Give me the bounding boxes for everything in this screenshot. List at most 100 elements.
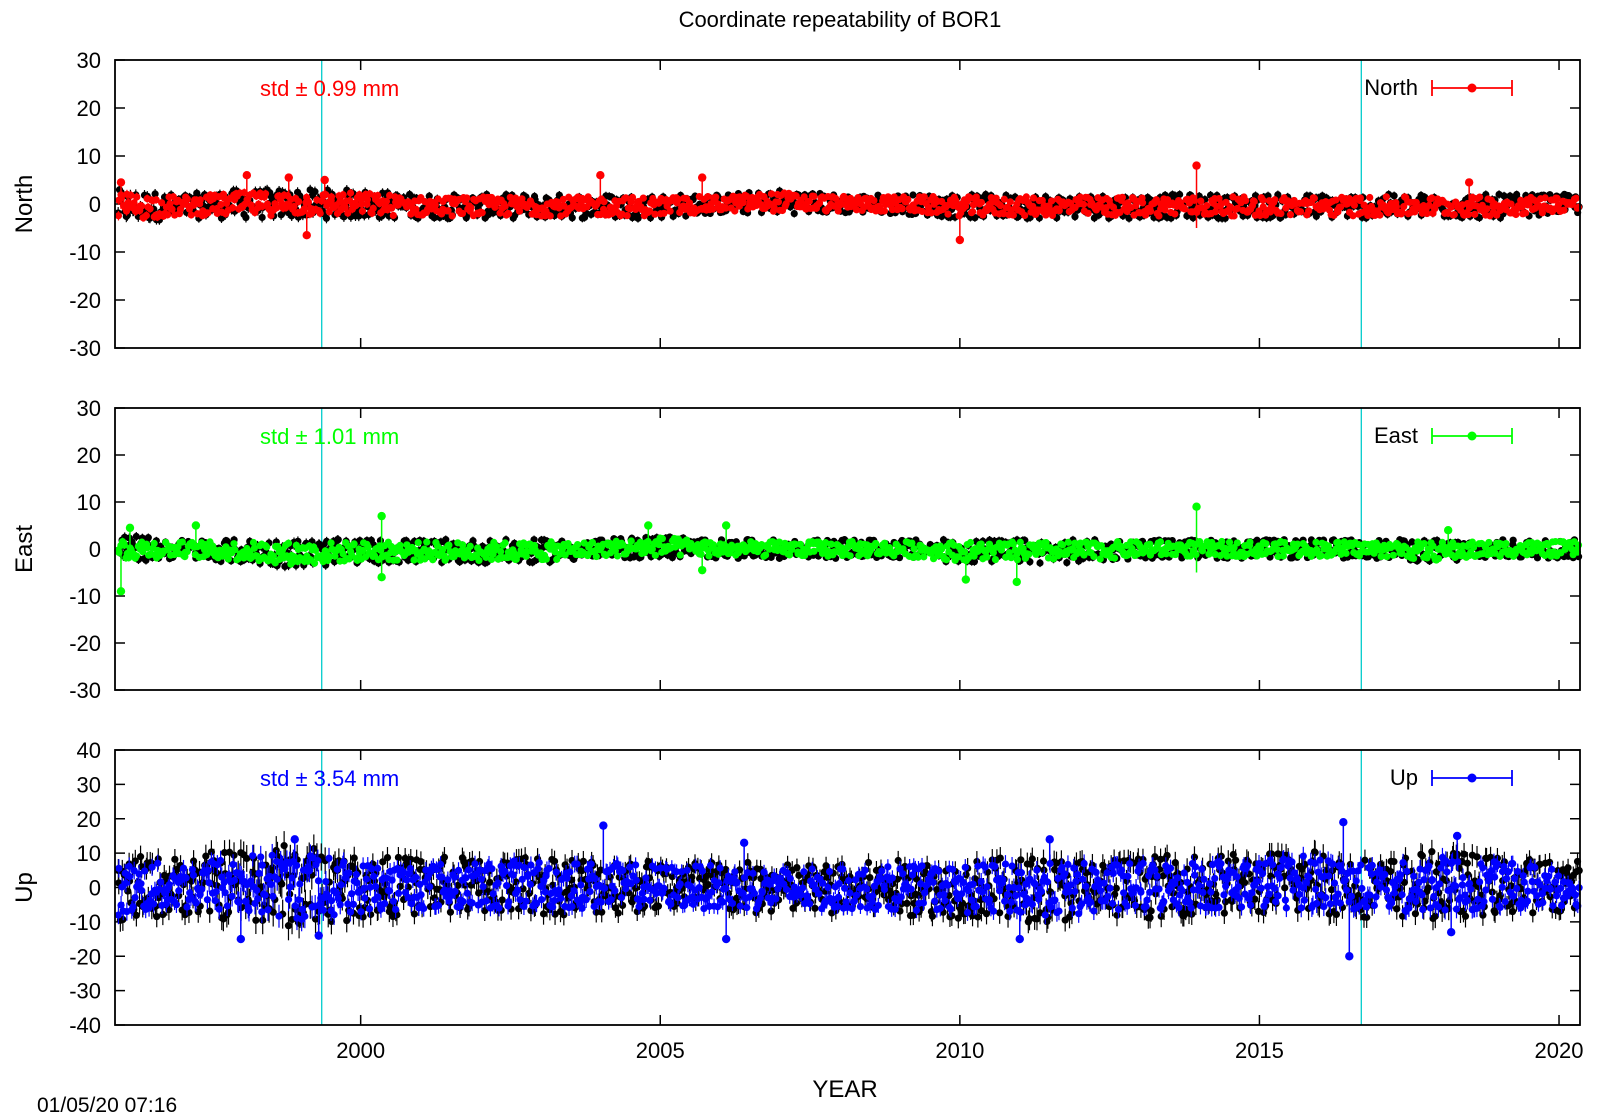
data-point: [639, 194, 647, 202]
data-point: [982, 190, 990, 199]
data-point: [358, 207, 367, 215]
data-point: [133, 193, 141, 201]
outlier-point: [116, 178, 126, 187]
data-point: [1277, 209, 1285, 218]
data-point: [1181, 205, 1189, 213]
y-tick-label: -10: [69, 584, 101, 609]
outlier-point: [955, 235, 965, 245]
data-point: [1310, 194, 1319, 202]
outlier-point: [1464, 178, 1474, 187]
data-point: [369, 204, 377, 212]
data-point: [1390, 192, 1398, 200]
y-tick-label: 30: [77, 48, 101, 73]
data-point: [1155, 212, 1163, 220]
figure-title: Coordinate repeatability of BOR1: [679, 7, 1002, 32]
data-point: [295, 198, 303, 206]
data-point: [478, 209, 486, 217]
std-annotation-north: std ± 0.99 mm: [260, 76, 399, 101]
outlier-point: [697, 173, 707, 182]
data-point: [1071, 213, 1079, 221]
data-point: [1079, 200, 1088, 208]
data-point: [546, 212, 554, 220]
data-point: [1312, 212, 1320, 220]
data-point: [666, 207, 674, 215]
data-point: [151, 190, 159, 198]
data-point: [968, 208, 977, 216]
data-point: [1250, 197, 1258, 206]
data-point: [568, 214, 576, 222]
data-point: [774, 198, 783, 206]
data-point: [660, 209, 668, 217]
data-point: [1471, 210, 1479, 218]
data-point: [183, 195, 191, 203]
data-point: [909, 191, 917, 199]
data-point: [142, 211, 150, 220]
data-point: [430, 214, 438, 222]
data-point: [389, 211, 397, 220]
data-point: [1171, 210, 1179, 218]
data-point: [327, 193, 336, 201]
outlier-point: [242, 171, 252, 180]
data-point: [1356, 194, 1365, 202]
legend-label-north: North: [1364, 75, 1418, 100]
y-tick-label: -30: [69, 678, 101, 703]
y-tick-label: -20: [69, 631, 101, 656]
y-tick-label: 20: [77, 443, 101, 468]
y-axis-label-east: East: [11, 525, 38, 573]
data-point: [1450, 210, 1458, 219]
data-point: [1464, 210, 1473, 219]
data-point: [1350, 201, 1358, 209]
data-point: [1118, 193, 1126, 201]
data-point: [1382, 193, 1390, 201]
data-point: [904, 195, 912, 204]
data-point: [346, 189, 355, 197]
data-point: [316, 209, 324, 217]
data-point: [880, 207, 889, 215]
data-point: [1176, 190, 1184, 199]
data-point: [1026, 213, 1034, 222]
data-point: [600, 198, 608, 206]
y-axis-label-north: North: [11, 175, 38, 234]
data-point: [261, 190, 270, 198]
data-point: [1084, 209, 1092, 217]
y-tick-label: 0: [89, 537, 101, 562]
data-point: [712, 193, 720, 201]
data-point: [1006, 198, 1014, 206]
data-point: [334, 536, 342, 544]
data-point: [144, 534, 152, 542]
data-point: [311, 188, 319, 196]
data-point: [944, 210, 952, 218]
data-point: [1572, 194, 1580, 202]
data-point: [467, 204, 475, 212]
data-point: [810, 192, 818, 200]
data-point: [146, 205, 154, 213]
data-point: [790, 209, 798, 218]
legend-marker-north: [1467, 83, 1477, 93]
data-point: [138, 202, 146, 210]
data-point: [1366, 193, 1374, 202]
outlier-point: [1192, 161, 1201, 170]
data-point: [898, 205, 906, 213]
data-point: [977, 198, 986, 207]
panel-north: -30 -20 -10 0 10 20 30 North std ± 0.99 mm North: [11, 48, 1583, 361]
data-point: [1574, 203, 1583, 211]
data-point: [1376, 211, 1384, 219]
y-tick-label: -20: [69, 288, 101, 313]
data-point: [1242, 197, 1250, 205]
data-point: [187, 211, 195, 219]
data-point: [229, 204, 237, 212]
y-tick-label: -10: [69, 240, 101, 265]
data-point: [1197, 197, 1205, 205]
data-point: [1138, 199, 1147, 207]
data-point: [448, 212, 456, 220]
outlier-point: [596, 171, 605, 180]
y-tick-label: 20: [77, 96, 101, 121]
data-point: [374, 191, 382, 200]
data-point: [463, 194, 471, 202]
data-point: [163, 211, 172, 219]
data-point: [196, 196, 204, 204]
data-point: [1305, 207, 1313, 215]
data-point: [634, 213, 643, 221]
